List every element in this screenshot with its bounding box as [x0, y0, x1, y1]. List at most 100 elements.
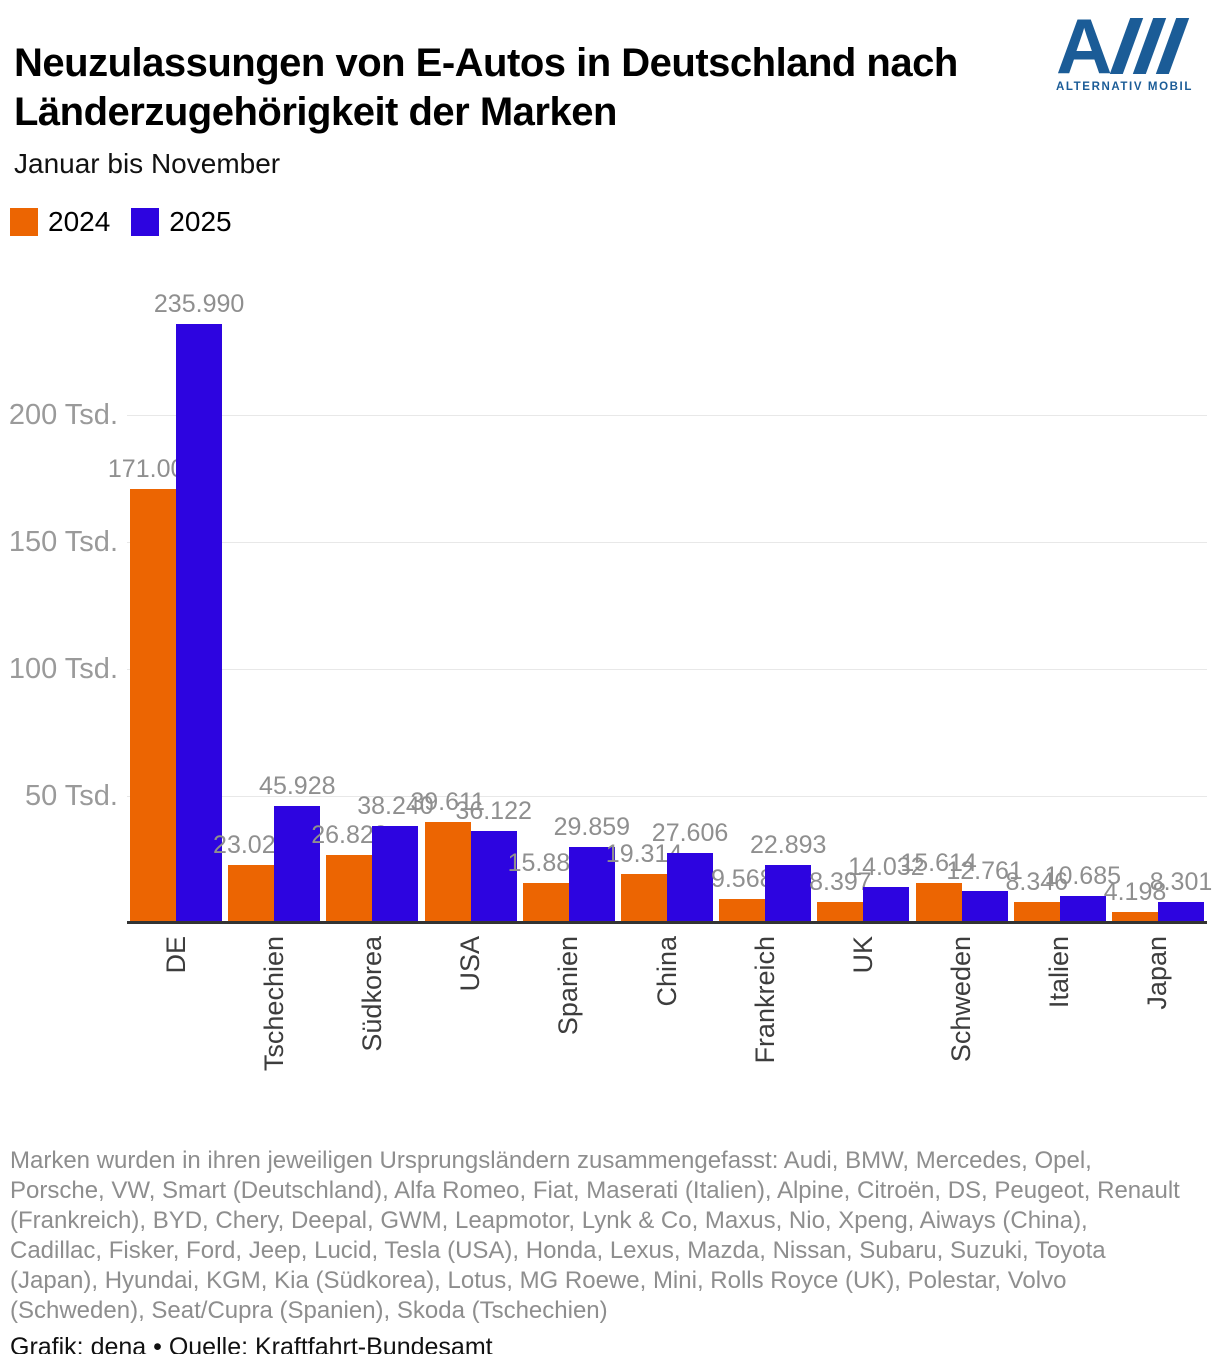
bar-2025-Frankreich[interactable]: 22.893 — [750, 831, 826, 923]
x-axis-label-Italien: Italien — [1044, 936, 1075, 1009]
x-axis-label-Frankreich: Frankreich — [749, 936, 780, 1064]
gridline-100000 — [127, 668, 1207, 670]
bar-2024-Spanien[interactable]: 15.889 — [508, 849, 584, 923]
bar-value-label: 39.611 — [410, 788, 485, 817]
bar-value-label: 22.893 — [749, 830, 827, 859]
bar-value-label: 8.346 — [1005, 867, 1069, 896]
bar-group-Schweden: 15.614 12.761 — [900, 270, 1023, 923]
x-label-cell: DE — [127, 936, 225, 1111]
logo-letter-a: A — [1056, 2, 1112, 90]
bar-value-label: 8.301 — [1149, 867, 1213, 896]
bar-2024-Schweden[interactable]: 15.614 — [900, 849, 977, 923]
x-label-cell: China — [618, 936, 716, 1111]
x-label-cell: Japan — [1109, 936, 1207, 1111]
page-title: Neuzulassungen von E-Autos in Deutschlan… — [14, 40, 958, 134]
legend-item-2025: 2025 — [131, 206, 232, 238]
footnote: Marken wurden in ihren jeweiligen Urspru… — [10, 1147, 1180, 1324]
bar-value-label: 45.928 — [259, 772, 336, 801]
x-axis-label-UK: UK — [847, 936, 878, 974]
x-label-cell: Tschechien — [225, 936, 323, 1111]
x-axis-label-Südkorea: Südkorea — [356, 936, 387, 1052]
x-label-cell: Schweden — [913, 936, 1011, 1111]
bar-2024-USA[interactable]: 39.611 — [410, 788, 485, 923]
bar-2025-Schweden[interactable]: 12.761 — [946, 857, 1023, 923]
gridline-50000 — [127, 795, 1207, 797]
bar-value-label: 12.761 — [946, 856, 1023, 885]
bar-group-Südkorea: 26.823 38.240 — [311, 270, 434, 923]
x-label-cell: Frankreich — [716, 936, 814, 1111]
bar-value-label: 10.685 — [1044, 861, 1122, 890]
chart-subtitle: Januar bis November — [14, 148, 281, 179]
legend-swatch-2024 — [10, 208, 38, 236]
alternativ-mobil-logo: A ALTERNATIV MOBIL — [1056, 2, 1216, 93]
bar-value-label: 14.032 — [848, 853, 925, 882]
bar-2024-UK[interactable]: 8.397 — [809, 868, 872, 923]
bar-2025-USA[interactable]: 36.122 — [455, 797, 532, 923]
bar-group-UK: 8.397 14.032 — [809, 270, 925, 923]
bar-2025-DE[interactable]: 235.990 — [154, 290, 244, 923]
bar-2024-Tschechien[interactable]: 23.026 — [213, 831, 290, 923]
bar-2024-DE[interactable]: 171.006 — [108, 455, 198, 923]
x-label-cell: Italien — [1011, 936, 1109, 1111]
legend-swatch-2025 — [131, 208, 160, 236]
bar-value-label: 38.240 — [357, 791, 434, 820]
bar-group-DE: 171.006 235.990 — [108, 270, 244, 923]
bar-group-Spanien: 15.889 29.859 — [508, 270, 630, 923]
gridline-200000 — [127, 414, 1207, 416]
logo-wordmark: ALTERNATIV MOBIL — [1056, 81, 1193, 93]
bar-2024-Italien[interactable]: 8.346 — [1006, 868, 1068, 923]
x-label-cell: Südkorea — [323, 936, 421, 1111]
bar-group-Italien: 8.346 10.685 — [1006, 270, 1121, 923]
x-axis-label-China: China — [651, 936, 682, 1007]
gridline-150000 — [127, 541, 1207, 543]
bar-2024-China[interactable]: 19.314 — [606, 840, 682, 923]
chart-legend: 2024 2025 — [10, 206, 232, 238]
bar-value-label: 27.606 — [651, 818, 729, 847]
bar-2025-Spanien[interactable]: 29.859 — [554, 813, 630, 923]
bar-2025-Italien[interactable]: 10.685 — [1045, 862, 1121, 923]
credit-line: Grafik: dena • Quelle: Kraftfahrt-Bundes… — [10, 1333, 493, 1354]
bar-group-USA: 39.611 36.122 — [410, 270, 532, 923]
x-axis-label-USA: USA — [455, 936, 486, 992]
x-label-cell: Spanien — [520, 936, 618, 1111]
x-axis-labels: DE Tschechien Südkorea USA Spanien China Frank… — [127, 936, 1207, 1111]
x-axis-label-Spanien: Spanien — [553, 936, 584, 1036]
bar-value-label: 15.614 — [900, 849, 977, 878]
y-tick-label: 50 Tsd. — [25, 780, 118, 812]
bar-value-label: 8.397 — [809, 867, 872, 896]
y-tick-label: 100 Tsd. — [8, 653, 118, 685]
bar-2025-Tschechien[interactable]: 45.928 — [259, 772, 336, 923]
legend-item-2024: 2024 — [10, 206, 110, 238]
bar-2025-Südkorea[interactable]: 38.240 — [357, 792, 434, 923]
legend-label-2025: 2025 — [169, 206, 232, 237]
bar-group-Japan: 4.198 8.301 — [1104, 270, 1212, 923]
x-label-cell: USA — [422, 936, 520, 1111]
bar-2024-Frankreich[interactable]: 9.568 — [711, 865, 774, 923]
bar-value-label: 9.568 — [710, 864, 774, 893]
x-label-cell: UK — [814, 936, 912, 1111]
legend-label-2024: 2024 — [48, 206, 111, 237]
bar-2025-Japan[interactable]: 8.301 — [1150, 868, 1212, 923]
logo-mark-icon: A — [1056, 2, 1216, 90]
bar-2025-UK[interactable]: 14.032 — [848, 853, 925, 923]
bar-group-Tschechien: 23.026 45.928 — [213, 270, 336, 923]
bar-value-label: 29.859 — [553, 813, 631, 842]
x-axis-label-Schweden: Schweden — [946, 936, 977, 1063]
bar-group-China: 19.314 27.606 — [606, 270, 728, 923]
plot-area: 50 Tsd. 100 Tsd. 150 Tsd. 200 Tsd. 171.006 23… — [0, 270, 1220, 924]
x-axis-line — [127, 921, 1207, 924]
bar-2024-Südkorea[interactable]: 26.823 — [311, 821, 388, 923]
bar-value-label: 36.122 — [455, 797, 532, 826]
bar-2024-Japan[interactable]: 4.198 — [1104, 878, 1166, 923]
bars-container: 171.006 235.990 23.026 45.928 26.823 38.240 39… — [108, 270, 1212, 923]
bar-2025-China[interactable]: 27.606 — [652, 819, 728, 923]
x-axis-label-DE: DE — [160, 936, 191, 974]
x-axis-label-Japan: Japan — [1142, 936, 1173, 1010]
y-tick-label: 200 Tsd. — [8, 399, 118, 431]
bar-value-label: 4.198 — [1103, 878, 1167, 907]
y-tick-label: 150 Tsd. — [8, 526, 118, 558]
bar-value-label: 235.990 — [153, 289, 245, 318]
x-axis-label-Tschechien: Tschechien — [258, 936, 289, 1072]
bar-group-Frankreich: 9.568 22.893 — [711, 270, 826, 923]
